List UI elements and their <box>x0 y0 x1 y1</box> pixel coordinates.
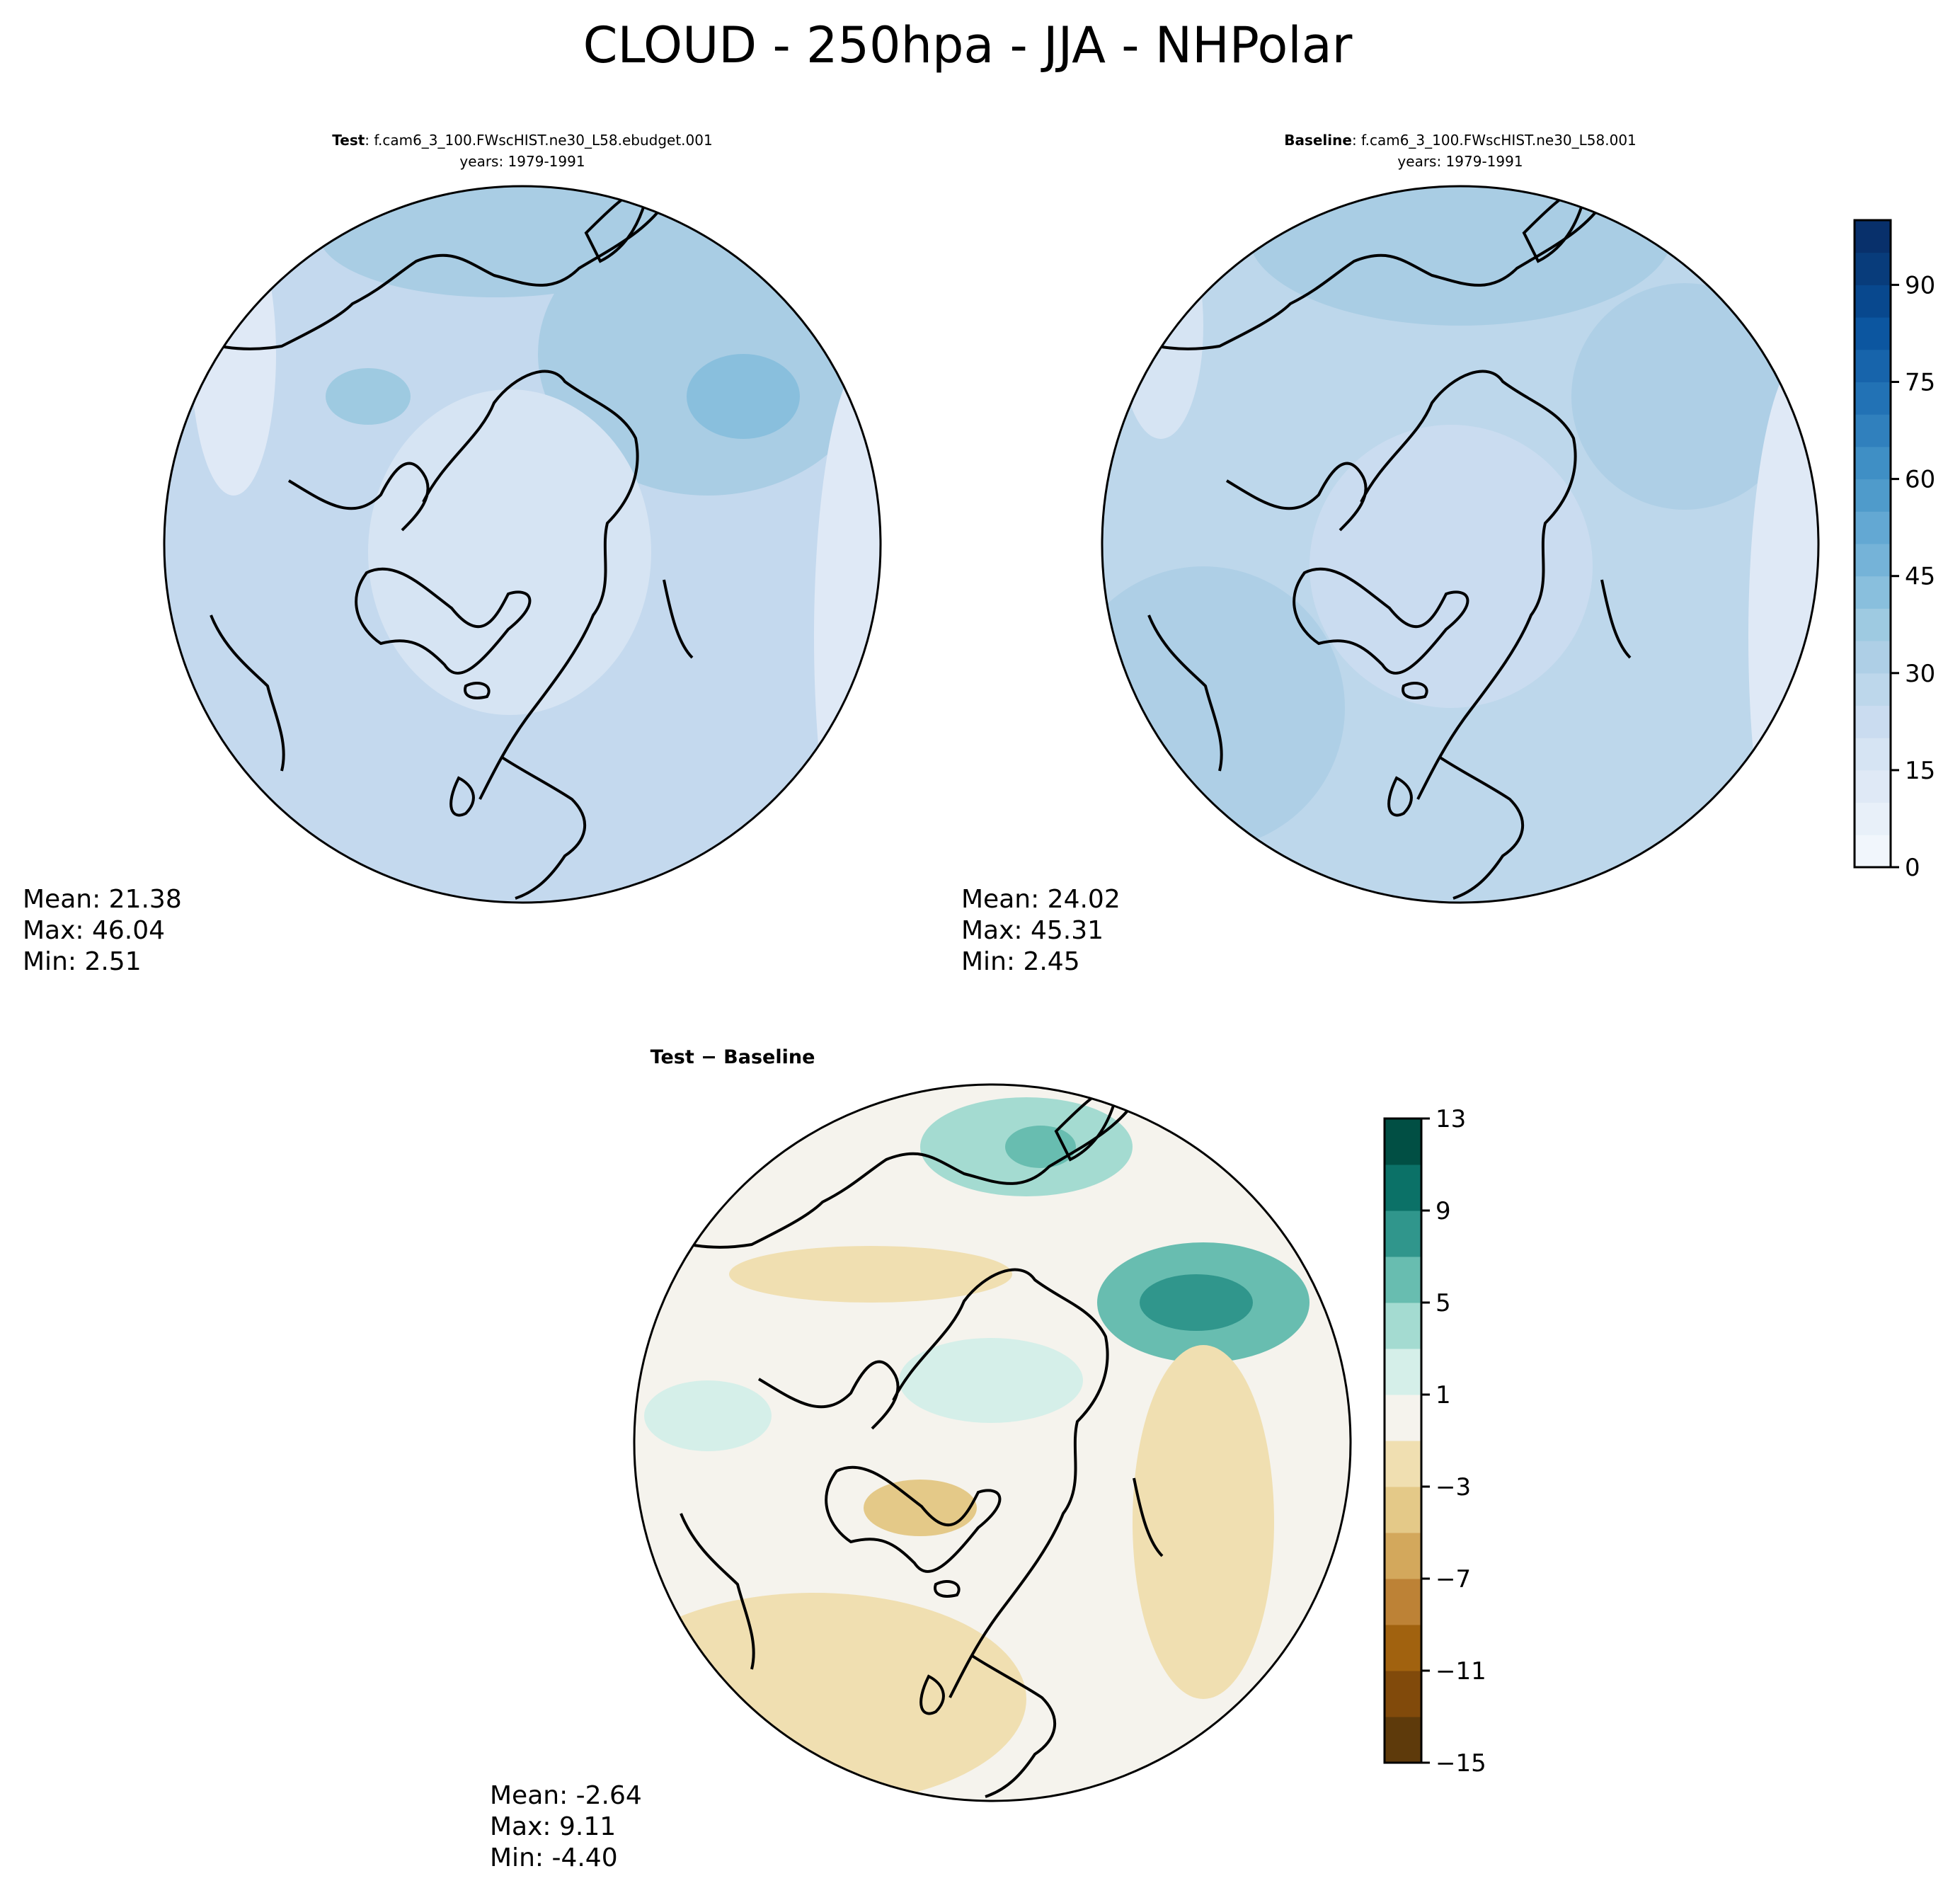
colorbar-tick-label: 60 <box>1905 466 1935 494</box>
panel-diff-title: Test − Baseline <box>651 1046 815 1068</box>
map-boundary <box>633 1083 1352 1802</box>
colorbar-band <box>1855 317 1891 350</box>
colorbar-tick-label: −11 <box>1435 1657 1486 1686</box>
panel-label: Baseline <box>1284 132 1352 149</box>
colorbar-tick-label: 90 <box>1905 271 1935 299</box>
panel-case: : f.cam6_3_100.FWscHIST.ne30_L58.ebudget… <box>365 132 712 149</box>
colorbar-band <box>1385 1441 1421 1487</box>
map-baseline <box>1102 186 1818 903</box>
colorbar-band <box>1385 1349 1421 1395</box>
stat-min: Min: 2.45 <box>961 947 1080 976</box>
colorbar-band <box>1385 1257 1421 1303</box>
panel-years: years: 1979-1991 <box>1397 153 1523 170</box>
colorbar-band <box>1385 1211 1421 1257</box>
colorbar-band <box>1855 349 1891 382</box>
stat-mean: Mean: 21.38 <box>23 885 182 914</box>
colorbar-band <box>1855 673 1891 706</box>
colorbar-band <box>1855 641 1891 674</box>
map-boundary <box>1101 185 1820 904</box>
colorbar-band <box>1855 252 1891 285</box>
colorbar-tick-label: 15 <box>1905 757 1935 785</box>
colorbar-tick-label: 1 <box>1435 1381 1451 1409</box>
colorbar-frame <box>1853 219 1892 869</box>
stat-max: Max: 9.11 <box>490 1812 616 1841</box>
colorbar-tick-label: −7 <box>1435 1565 1471 1594</box>
colorbar-tick-label: 75 <box>1905 369 1935 397</box>
panel-test-title: Test: f.cam6_3_100.FWscHIST.ne30_L58.ebu… <box>332 132 712 149</box>
colorbar-band <box>1855 285 1891 318</box>
colorbar-band <box>1855 220 1891 253</box>
stat-min: Min: 2.51 <box>23 947 142 976</box>
colorbar-band <box>1385 1579 1421 1625</box>
panel-baseline: Baseline: f.cam6_3_100.FWscHIST.ne30_L58… <box>961 132 1820 976</box>
stat-mean: Mean: -2.64 <box>490 1781 642 1810</box>
stat-max: Max: 45.31 <box>961 916 1104 945</box>
panel-test: Test: f.cam6_3_100.FWscHIST.ne30_L58.ebu… <box>23 132 882 976</box>
colorbar-band <box>1855 446 1891 480</box>
colorbar-band <box>1385 1303 1421 1349</box>
panel-difference: Test − Baseline Mean: -2.64 Max: 9.11 Mi… <box>490 1046 1352 1872</box>
colorbar-band <box>1855 738 1891 771</box>
colorbar-tick-label: −3 <box>1435 1473 1471 1501</box>
stat-mean: Mean: 24.02 <box>961 885 1121 914</box>
colorbar-frame <box>1383 1117 1423 1764</box>
colorbar-band <box>1385 1119 1421 1165</box>
colorbar-difference: 13 9 5 1 −3 −7 −11 −15 <box>1383 1105 1486 1778</box>
colorbar-band <box>1385 1625 1421 1671</box>
stat-max: Max: 46.04 <box>23 916 165 945</box>
map-difference <box>634 1085 1351 1801</box>
colorbar-band <box>1855 544 1891 577</box>
map-boundary <box>163 185 882 904</box>
panel-years: years: 1979-1991 <box>459 153 585 170</box>
colorbar-band <box>1385 1395 1421 1441</box>
colorbar-band <box>1385 1717 1421 1763</box>
colorbar-band <box>1855 608 1891 641</box>
colorbar-band <box>1855 835 1891 868</box>
panel-label: Test <box>332 132 365 149</box>
colorbar-band <box>1855 705 1891 738</box>
colorbar-tick-label: −15 <box>1435 1749 1486 1778</box>
colorbar-band <box>1855 576 1891 609</box>
colorbar-band <box>1855 479 1891 512</box>
colorbar-tick-label: 0 <box>1905 854 1920 882</box>
colorbar-tick-label: 13 <box>1435 1105 1466 1133</box>
colorbar-band <box>1855 769 1891 803</box>
colorbar-tick-label: 30 <box>1905 660 1935 688</box>
colorbar-tick-label: 45 <box>1905 563 1935 591</box>
colorbar-band <box>1385 1487 1421 1533</box>
panel-case: : f.cam6_3_100.FWscHIST.ne30_L58.001 <box>1352 132 1637 149</box>
stat-min: Min: -4.40 <box>490 1843 618 1872</box>
colorbar-band <box>1385 1671 1421 1717</box>
panel-baseline-title: Baseline: f.cam6_3_100.FWscHIST.ne30_L58… <box>1284 132 1637 149</box>
colorbar-band <box>1385 1165 1421 1211</box>
colorbar-tick-label: 5 <box>1435 1289 1451 1317</box>
colorbar-band <box>1385 1533 1421 1579</box>
colorbar-tick-label: 9 <box>1435 1197 1451 1225</box>
figure-title: CLOUD - 250hpa - JJA - NHPolar <box>583 16 1353 74</box>
colorbar-absolute: 0 15 30 45 60 75 90 <box>1853 219 1935 882</box>
colorbar-band <box>1855 414 1891 447</box>
colorbar-band <box>1855 511 1891 544</box>
colorbar-band <box>1855 382 1891 415</box>
colorbar-band <box>1855 802 1891 835</box>
